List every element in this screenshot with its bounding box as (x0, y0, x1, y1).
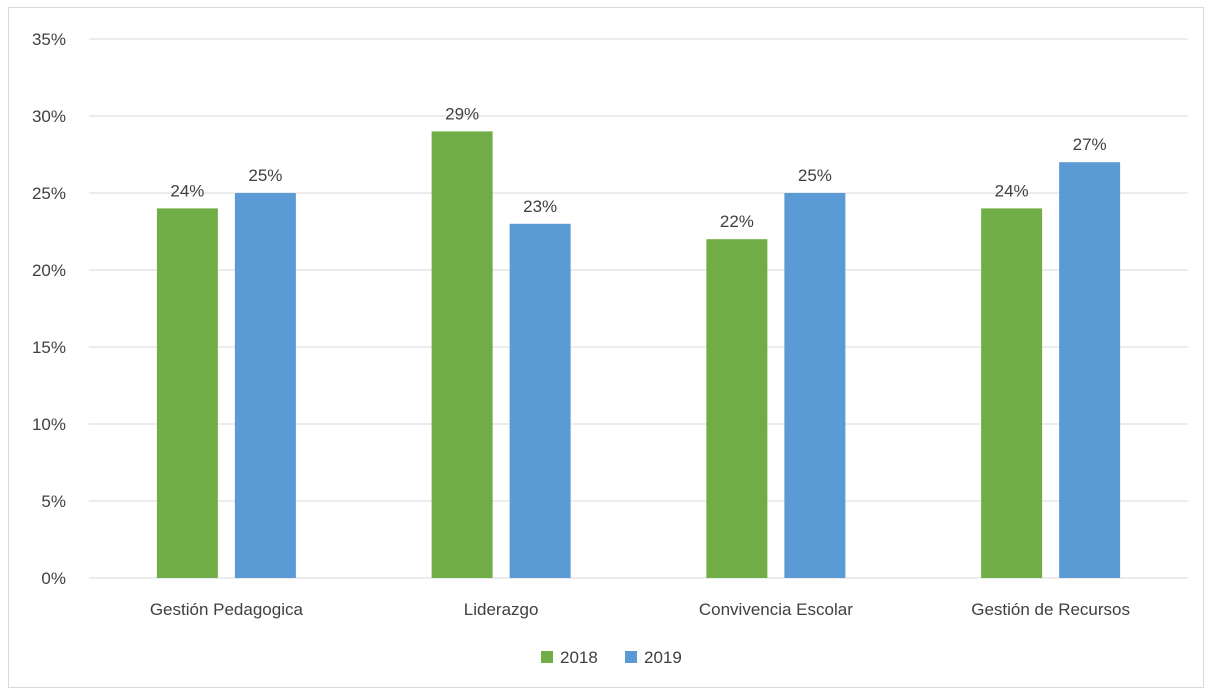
data-label: 25% (248, 166, 282, 185)
x-category-label: Liderazgo (464, 600, 539, 619)
y-tick-label: 0% (41, 569, 66, 588)
y-tick-label: 25% (32, 184, 66, 203)
bar-2018-0 (156, 208, 218, 578)
bar-2018-3 (981, 208, 1043, 578)
data-label: 23% (523, 197, 557, 216)
legend-swatch-2018 (541, 651, 553, 663)
x-category-label: Gestión de Recursos (971, 600, 1130, 619)
bar-2019-0 (234, 193, 296, 578)
y-tick-label: 30% (32, 107, 66, 126)
data-label: 27% (1073, 135, 1107, 154)
bar-2018-1 (431, 131, 493, 578)
x-category-label: Gestión Pedagogica (150, 600, 304, 619)
data-label: 24% (995, 181, 1029, 200)
legend-swatch-2019 (625, 651, 637, 663)
y-axis-tick-labels: 0% 5% 10% 15% 20% 25% 30% 35% (32, 30, 66, 588)
data-label: 24% (170, 181, 204, 200)
legend: 2018 2019 (541, 648, 682, 667)
legend-label: 2019 (644, 648, 682, 667)
y-tick-label: 10% (32, 415, 66, 434)
bar-2019-2 (784, 193, 846, 578)
bars (156, 131, 1121, 579)
x-category-label: Convivencia Escolar (699, 600, 853, 619)
bar-2018-2 (706, 239, 768, 578)
x-axis-category-labels: Gestión Pedagogica Liderazgo Convivencia E… (150, 600, 1130, 619)
y-tick-label: 5% (41, 492, 66, 511)
y-tick-label: 15% (32, 338, 66, 357)
bar-2019-3 (1059, 162, 1121, 578)
y-tick-label: 35% (32, 30, 66, 49)
data-labels: 24% 25% 29% 23% 22% 25% 24% 27% (170, 104, 1106, 231)
y-tick-label: 20% (32, 261, 66, 280)
legend-label: 2018 (560, 648, 598, 667)
bar-2019-1 (509, 223, 571, 579)
data-label: 22% (720, 212, 754, 231)
data-label: 29% (445, 104, 479, 123)
data-label: 25% (798, 166, 832, 185)
